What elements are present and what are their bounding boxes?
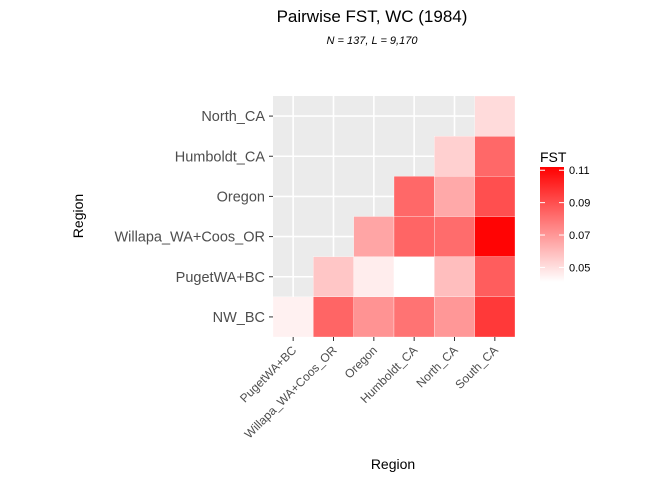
y-tick-label: Humboldt_CA [175,149,266,165]
heatmap-cell [313,296,354,338]
heatmap-cell [434,136,475,177]
legend-colorbar [540,167,564,282]
heatmap-cell [393,216,435,257]
legend-tick-label: 0.11 [569,165,590,177]
heatmap-cell [474,176,516,217]
heatmap-cell [434,296,475,338]
legend-tick-label: 0.05 [569,262,590,274]
chart-subtitle: N = 137, L = 9,170 [327,35,419,47]
heatmap-cell [353,216,395,257]
y-axis-title: Region [70,194,86,238]
y-tick-label: Oregon [217,189,265,205]
x-tick-label: Oregon [342,343,380,381]
heatmap-cell [393,176,435,217]
heatmap-cell [434,216,475,257]
y-tick-label: PugetWA+BC [176,270,265,286]
legend-tick-label: 0.09 [569,198,590,210]
legend-title: FST [540,149,567,165]
color-legend: FST 0.05 0.07 0.09 0.11 [540,149,590,282]
x-axis-title: Region [371,456,415,472]
y-tick-label: NW_BC [213,310,265,326]
heatmap-cell [393,256,435,297]
heatmap-cell [474,256,516,297]
heatmap-cells [272,95,516,338]
y-axis: NW_BC PugetWA+BC Willapa_WA+Coos_OR Oregon H… [114,109,273,326]
heatmap-cell [353,256,395,297]
y-tick-label: North_CA [201,109,265,125]
heatmap-cell [272,296,314,338]
legend-ticks: 0.05 0.07 0.09 0.11 [540,165,590,274]
heatmap-cell [353,296,395,338]
heatmap-cell [474,136,516,177]
heatmap-cell [474,95,516,137]
heatmap-cell [474,296,516,338]
heatmap-cell [474,216,516,257]
heatmap-cell [393,296,435,338]
heatmap-cell [434,256,475,297]
x-tick-label: South_CA [452,343,501,392]
legend-tick-label: 0.07 [569,230,590,242]
chart-title: Pairwise FST, WC (1984) [277,7,468,26]
heatmap-cell [434,176,475,217]
y-tick-label: Willapa_WA+Coos_OR [114,230,265,246]
heatmap-cell [313,256,354,297]
